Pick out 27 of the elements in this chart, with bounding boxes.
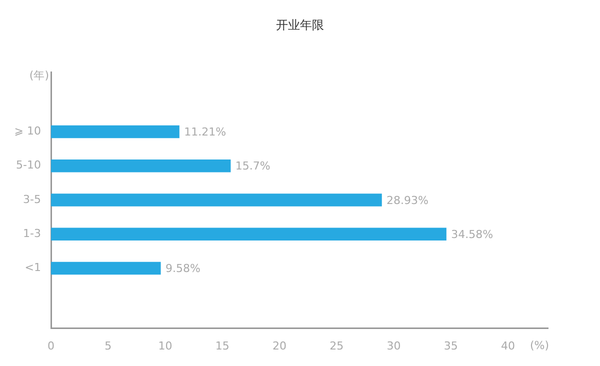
x-tick-label: 25 (330, 339, 344, 352)
data-label: 9.58% (165, 262, 200, 276)
y-tick-label: ⩾ 10 (14, 124, 41, 138)
bar (51, 228, 446, 240)
y-tick-label: <1 (24, 261, 41, 274)
y-tick-label: 5-10 (16, 158, 41, 172)
y-tick-label: 1-3 (23, 226, 41, 240)
data-label: 34.58% (451, 228, 494, 241)
data-label: 15.7% (235, 160, 270, 173)
data-label: 11.21% (184, 126, 226, 139)
y-tick-label: 3-5 (23, 192, 41, 206)
bar (51, 160, 231, 172)
x-tick-label: 15 (215, 339, 230, 352)
x-axis-title: (%) (530, 338, 550, 352)
x-tick-label: 5 (104, 339, 112, 352)
x-tick-label: 20 (272, 339, 287, 352)
bar (51, 262, 161, 275)
x-tick-label: 10 (158, 339, 172, 352)
x-tick-label: 30 (386, 339, 401, 352)
bar (51, 125, 180, 138)
x-tick-label: 35 (444, 339, 458, 352)
x-tick-label: 0 (48, 339, 54, 352)
y-axis-title: (年) (29, 68, 49, 82)
chart-title: 开业年限 (276, 18, 324, 32)
bar (51, 194, 382, 206)
data-label: 28.93% (386, 194, 428, 207)
x-tick-label: 40 (501, 339, 516, 352)
